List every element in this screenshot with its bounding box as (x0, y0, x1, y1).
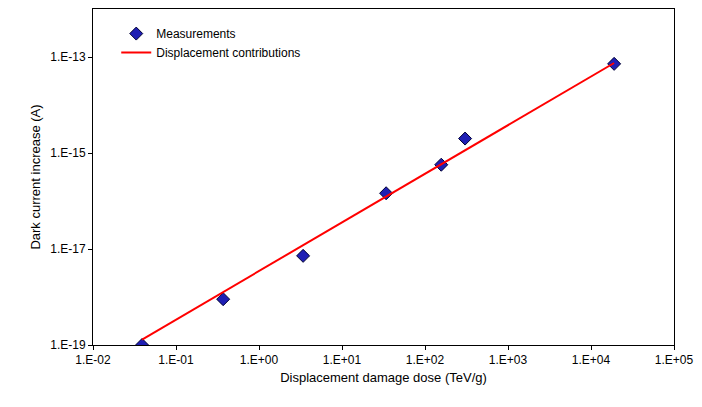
svg-text:1.E-01: 1.E-01 (158, 353, 194, 367)
svg-text:1.E+01: 1.E+01 (323, 353, 362, 367)
svg-text:1.E+05: 1.E+05 (655, 353, 694, 367)
svg-text:1.E-13: 1.E-13 (50, 50, 86, 64)
svg-text:1.E-19: 1.E-19 (50, 338, 86, 352)
svg-text:1.E-15: 1.E-15 (50, 146, 86, 160)
svg-text:1.E+03: 1.E+03 (489, 353, 528, 367)
svg-text:1.E+04: 1.E+04 (572, 353, 611, 367)
svg-text:1.E-17: 1.E-17 (50, 242, 86, 256)
svg-text:Dark current increase (A): Dark current increase (A) (28, 104, 43, 249)
svg-text:Displacement contributions: Displacement contributions (156, 46, 300, 60)
svg-text:Measurements: Measurements (156, 27, 235, 41)
svg-text:Displacement damage dose (TeV/: Displacement damage dose (TeV/g) (280, 370, 487, 385)
svg-text:1.E+02: 1.E+02 (406, 353, 445, 367)
svg-text:1.E+00: 1.E+00 (240, 353, 279, 367)
svg-text:1.E-02: 1.E-02 (75, 353, 111, 367)
